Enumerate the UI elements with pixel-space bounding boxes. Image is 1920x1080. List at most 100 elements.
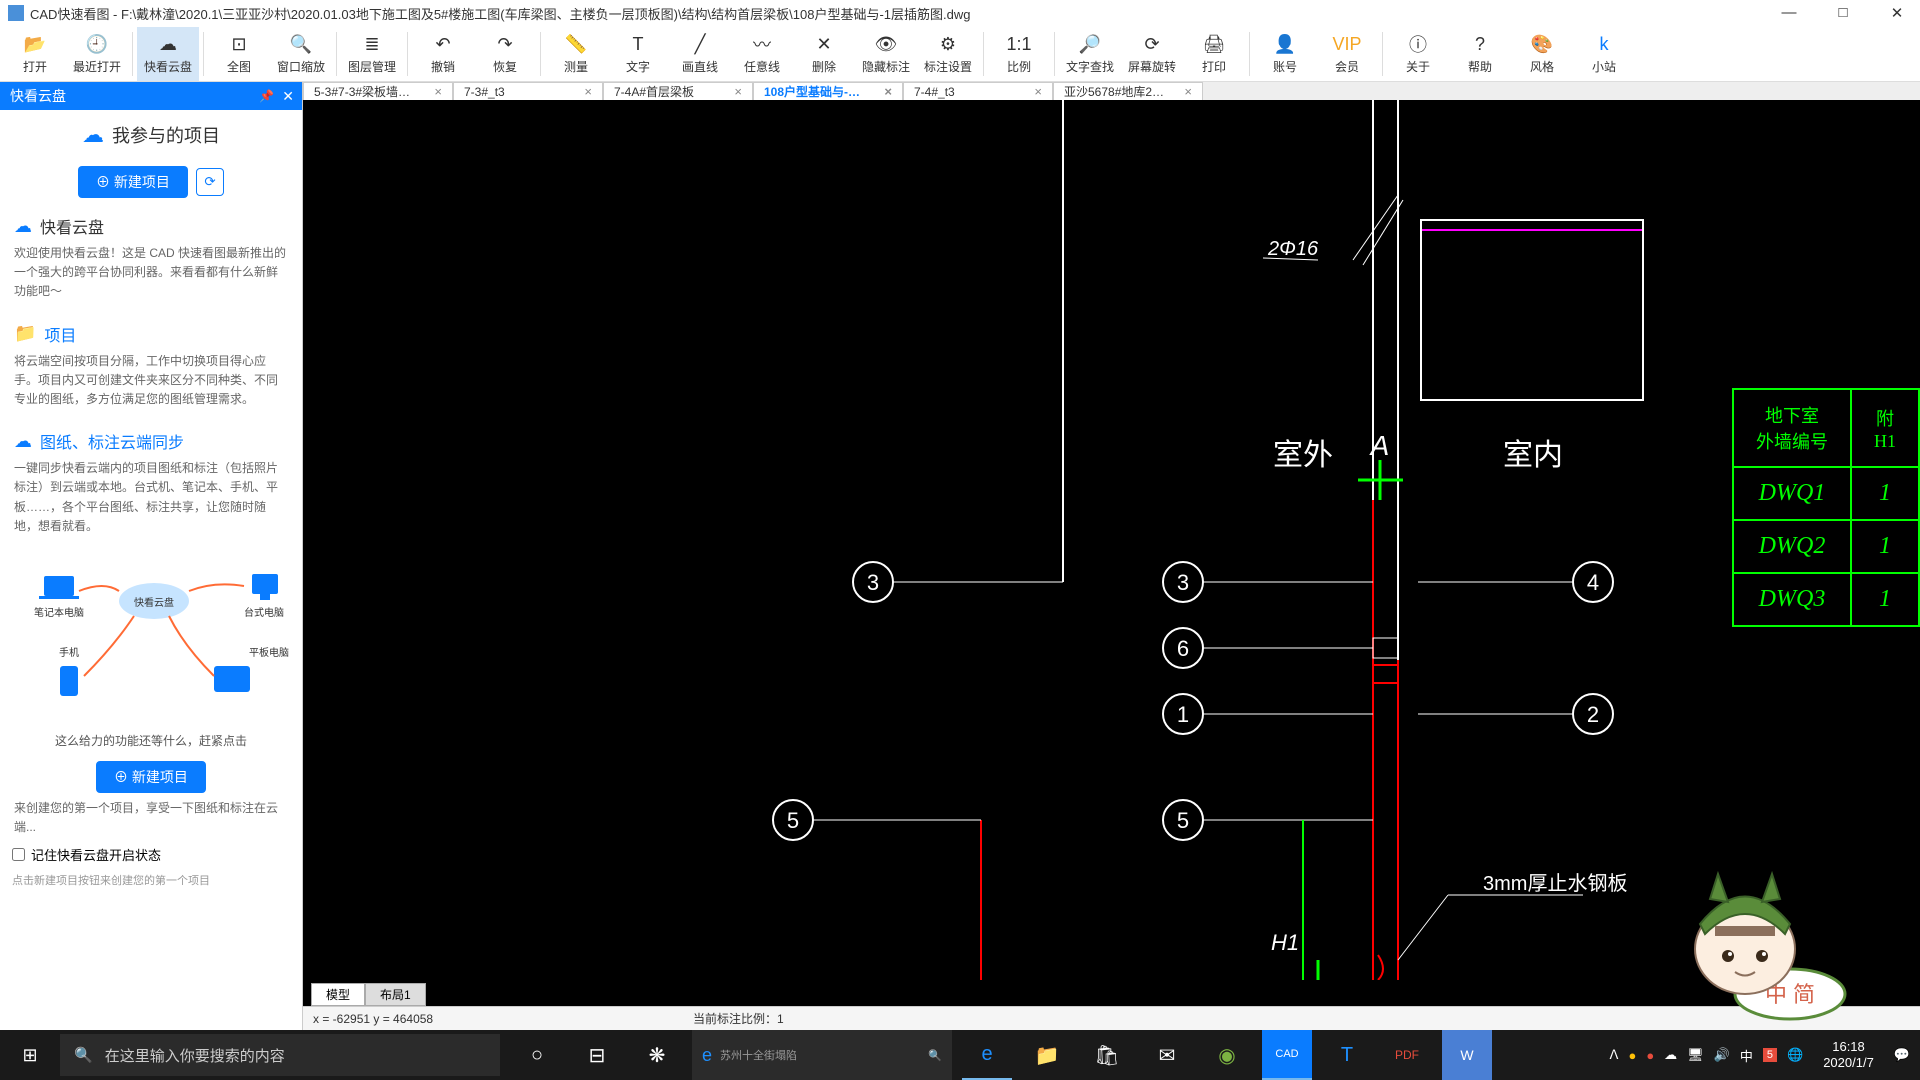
tray-icon[interactable]: 5: [1763, 1048, 1777, 1062]
toolbar-全图[interactable]: ⊡全图: [208, 27, 270, 81]
toolbar-最近打开[interactable]: 🕘最近打开: [66, 27, 128, 81]
tab-close-icon[interactable]: ×: [1184, 84, 1192, 99]
task-icons: ○ ⊟ ❋ e苏州十全街塌陷🔍 e 📁 🛍 ✉ ◉ CAD T PDF W: [512, 1030, 1492, 1080]
taskbar-search[interactable]: 🔍 在这里输入你要搜索的内容: [60, 1034, 500, 1076]
tab-close-icon[interactable]: ×: [584, 84, 592, 99]
main-toolbar: 📂打开🕘最近打开☁快看云盘⊡全图🔍窗口缩放≣图层管理↶撤销↷恢复📏测量T文字╱画…: [0, 26, 1920, 82]
volume-icon[interactable]: 🔊: [1714, 1047, 1730, 1063]
toolbar-图层管理[interactable]: ≣图层管理: [341, 27, 403, 81]
new-project-button[interactable]: ⊕ 新建项目: [78, 166, 188, 198]
doc-tab[interactable]: 5-3#7-3#梁板墙…×: [303, 82, 453, 100]
toolbar-撤销[interactable]: ↶撤销: [412, 27, 474, 81]
toolbar-屏幕旋转[interactable]: ⟳屏幕旋转: [1121, 27, 1183, 81]
system-tray: ᐱ ● ● ☁ 🖥 🔊 中 5 🌐 16:182020/1/7 💬: [1610, 1039, 1920, 1070]
toolbar-任意线[interactable]: 〰任意线: [731, 27, 793, 81]
toolbar-打印[interactable]: 🖨打印: [1183, 27, 1245, 81]
toolbar-恢复[interactable]: ↷恢复: [474, 27, 536, 81]
tab-close-icon[interactable]: ×: [1034, 84, 1042, 99]
app-icon-green[interactable]: ◉: [1202, 1030, 1252, 1080]
search-placeholder: 在这里输入你要搜索的内容: [105, 1045, 285, 1066]
ime-icon[interactable]: 中: [1740, 1046, 1753, 1065]
tab-close-icon[interactable]: ×: [734, 84, 742, 99]
mail-icon[interactable]: ✉: [1142, 1030, 1192, 1080]
doc-tab[interactable]: 7-4#_t3×: [903, 82, 1053, 100]
svg-text:6: 6: [1177, 636, 1189, 661]
toolbar-小站[interactable]: k小站: [1573, 27, 1635, 81]
svg-text:A: A: [1369, 430, 1390, 461]
tray-icon[interactable]: ●: [1628, 1048, 1636, 1063]
wps-icon[interactable]: W: [1442, 1030, 1492, 1080]
toolbar-隐藏标注[interactable]: 👁隐藏标注: [855, 27, 917, 81]
toolbar-风格[interactable]: 🎨风格: [1511, 27, 1573, 81]
toolbar-会员[interactable]: VIP会员: [1316, 27, 1378, 81]
toolbar-画直线[interactable]: ╱画直线: [669, 27, 731, 81]
edge-icon[interactable]: e: [962, 1030, 1012, 1080]
minimize-button[interactable]: —: [1774, 4, 1804, 22]
mascot-avatar[interactable]: 中 简: [1660, 864, 1860, 1024]
projects-title: 我参与的项目: [112, 122, 220, 148]
toolbar-打开[interactable]: 📂打开: [4, 27, 66, 81]
tray-icon[interactable]: ●: [1646, 1048, 1654, 1063]
devices-svg: 笔记本电脑 快看云盘 台式电脑 手机 平板电脑: [14, 556, 294, 726]
sync-desc: 一键同步快看云端内的项目图纸和标注（包括照片标注）到云端或本地。台式机、笔记本、…: [14, 459, 288, 536]
tab-close-icon[interactable]: ×: [884, 84, 892, 99]
cad-app-icon[interactable]: CAD: [1262, 1030, 1312, 1080]
taskbar-clock[interactable]: 16:182020/1/7: [1813, 1039, 1884, 1070]
wall-table: 地下室 外墙编号附 H1 DWQ11 DWQ21 DWQ31: [1732, 388, 1920, 627]
cloud-icon: ☁: [82, 122, 104, 148]
cortana-icon[interactable]: ○: [512, 1030, 562, 1080]
panel-close-icon[interactable]: ✕: [282, 88, 294, 105]
hint-text: 点击新建项目按钮来创建您的第一个项目: [0, 872, 302, 894]
layout-tabs: 模型 布局1: [311, 983, 426, 1006]
cad-drawing: 2Φ16A室外室内33461255H13003mm厚止水钢板: [303, 100, 1920, 980]
remember-checkbox[interactable]: [12, 848, 25, 861]
layout-tab-model[interactable]: 模型: [311, 983, 365, 1006]
toolbar-测量[interactable]: 📏测量: [545, 27, 607, 81]
layout-tab-1[interactable]: 布局1: [365, 983, 426, 1006]
toolbar-快看云盘[interactable]: ☁快看云盘: [137, 27, 199, 81]
new-project-button-2[interactable]: ⊕ 新建项目: [96, 761, 206, 793]
notifications-icon[interactable]: 💬: [1894, 1047, 1910, 1063]
sync-icon: ☁: [14, 431, 32, 452]
toolbar-删除[interactable]: ✕删除: [793, 27, 855, 81]
app-icon-t[interactable]: T: [1322, 1030, 1372, 1080]
toolbar-文字查找[interactable]: 🔎文字查找: [1059, 27, 1121, 81]
doc-tab[interactable]: 7-3#_t3×: [453, 82, 603, 100]
encourage-text: 这么给力的功能还等什么，赶紧点击: [0, 726, 302, 755]
taskview-icon[interactable]: ⊟: [572, 1030, 622, 1080]
scale-text: 当前标注比例：1: [693, 1010, 784, 1027]
tab-close-icon[interactable]: ×: [434, 84, 442, 99]
ie-icon[interactable]: e苏州十全街塌陷🔍: [692, 1030, 952, 1080]
pin-icon[interactable]: 📌: [259, 89, 274, 103]
network-icon[interactable]: 🌐: [1787, 1047, 1803, 1063]
svg-text:3mm厚止水钢板: 3mm厚止水钢板: [1483, 872, 1627, 895]
tray-icon[interactable]: ☁: [1664, 1047, 1677, 1063]
store-icon[interactable]: 🛍: [1082, 1030, 1132, 1080]
toolbar-比例[interactable]: 1:1比例: [988, 27, 1050, 81]
refresh-button[interactable]: ⟳: [196, 168, 224, 196]
app-icon-1[interactable]: ❋: [632, 1030, 682, 1080]
explorer-icon[interactable]: 📁: [1022, 1030, 1072, 1080]
windows-taskbar: ⊞ 🔍 在这里输入你要搜索的内容 ○ ⊟ ❋ e苏州十全街塌陷🔍 e 📁 🛍 ✉…: [0, 1030, 1920, 1080]
tray-icon[interactable]: 🖥: [1687, 1047, 1704, 1063]
toolbar-标注设置[interactable]: ⚙标注设置: [917, 27, 979, 81]
create-desc: 来创建您的第一个项目，享受一下图纸和标注在云端...: [0, 799, 302, 837]
toolbar-账号[interactable]: 👤账号: [1254, 27, 1316, 81]
toolbar-文字[interactable]: T文字: [607, 27, 669, 81]
svg-text:手机: 手机: [59, 646, 79, 659]
remember-label: 记住快看云盘开启状态: [31, 845, 161, 864]
start-button[interactable]: ⊞: [0, 1045, 60, 1066]
doc-tab[interactable]: 亚沙5678#地库2…×: [1053, 82, 1203, 100]
doc-tab[interactable]: 108户型基础与-…×: [753, 82, 903, 100]
svg-text:5: 5: [1177, 808, 1189, 833]
doc-tab[interactable]: 7-4A#首层梁板×: [603, 82, 753, 100]
pdf-icon[interactable]: PDF: [1382, 1030, 1432, 1080]
close-button[interactable]: ✕: [1882, 4, 1912, 22]
svg-text:4: 4: [1587, 570, 1599, 595]
toolbar-帮助[interactable]: ?帮助: [1449, 27, 1511, 81]
toolbar-窗口缩放[interactable]: 🔍窗口缩放: [270, 27, 332, 81]
projects-header: ☁ 我参与的项目: [0, 110, 302, 160]
maximize-button[interactable]: □: [1828, 4, 1858, 22]
toolbar-关于[interactable]: ⓘ关于: [1387, 27, 1449, 81]
tray-chevron-icon[interactable]: ᐱ: [1610, 1047, 1619, 1063]
